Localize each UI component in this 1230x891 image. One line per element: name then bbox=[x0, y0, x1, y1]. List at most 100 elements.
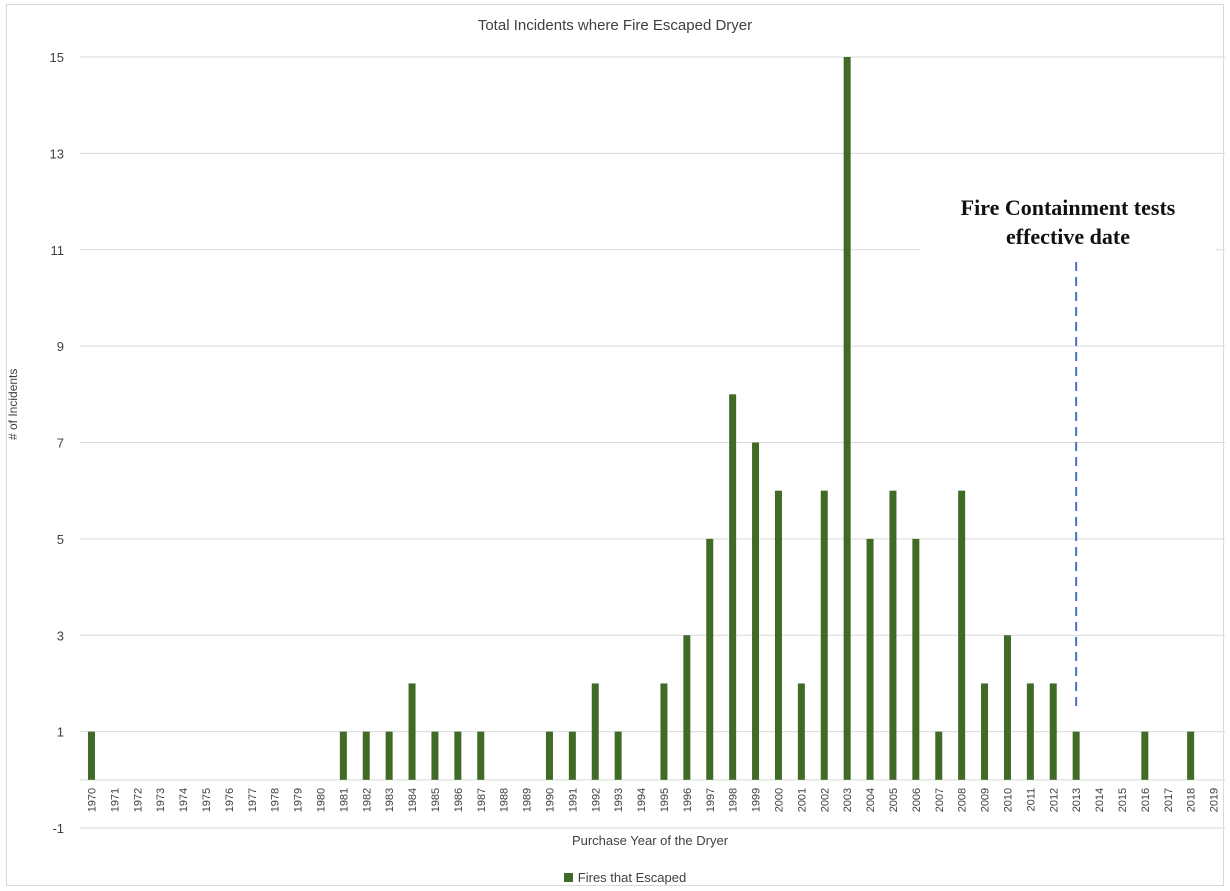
x-tick-label: 2017 bbox=[1163, 788, 1175, 812]
bar bbox=[1072, 731, 1080, 780]
bar bbox=[339, 731, 347, 780]
bar bbox=[568, 731, 576, 780]
bar bbox=[774, 490, 782, 780]
x-tick-label: 2016 bbox=[1140, 788, 1152, 812]
x-tick-label: 1985 bbox=[430, 788, 442, 812]
y-tick-label: 9 bbox=[57, 339, 64, 354]
bar bbox=[1187, 731, 1195, 780]
x-tick-label: 2000 bbox=[773, 788, 785, 812]
bar bbox=[981, 683, 989, 780]
bar bbox=[431, 731, 439, 780]
x-tick-label: 2013 bbox=[1071, 788, 1083, 812]
y-tick-label: 1 bbox=[57, 725, 64, 740]
x-tick-label: 1972 bbox=[132, 788, 144, 812]
y-tick-label: 7 bbox=[57, 436, 64, 451]
x-tick-label: 1999 bbox=[751, 788, 763, 812]
x-tick-label: 1979 bbox=[293, 788, 305, 812]
y-tick-label: -1 bbox=[52, 821, 64, 836]
bar bbox=[843, 57, 851, 780]
bar bbox=[935, 731, 943, 780]
x-tick-label: 2006 bbox=[911, 788, 923, 812]
x-tick-label: 2009 bbox=[980, 788, 992, 812]
bar bbox=[545, 731, 553, 780]
x-tick-label: 2010 bbox=[1002, 788, 1014, 812]
annotation-line-2: effective date bbox=[1006, 224, 1130, 249]
bar bbox=[614, 731, 622, 780]
bar bbox=[706, 538, 714, 780]
x-tick-label: 2001 bbox=[796, 788, 808, 812]
x-tick-label: 1971 bbox=[109, 788, 121, 812]
bar bbox=[591, 683, 599, 780]
bar bbox=[454, 731, 462, 780]
bar bbox=[660, 683, 668, 780]
bar bbox=[889, 490, 897, 780]
chart-title: Total Incidents where Fire Escaped Dryer bbox=[477, 17, 753, 34]
bar bbox=[362, 731, 370, 780]
bar bbox=[477, 731, 485, 780]
x-tick-label: 1990 bbox=[544, 788, 556, 812]
x-tick-label: 1973 bbox=[155, 788, 167, 812]
bar bbox=[729, 394, 737, 780]
x-tick-label: 1995 bbox=[659, 788, 671, 812]
x-tick-label: 2011 bbox=[1025, 788, 1037, 812]
bar bbox=[1141, 731, 1149, 780]
bar bbox=[1049, 683, 1057, 780]
bar bbox=[958, 490, 966, 780]
x-tick-label: 2004 bbox=[865, 788, 877, 812]
y-tick-label: 11 bbox=[51, 243, 65, 258]
x-tick-label: 2019 bbox=[1209, 788, 1221, 812]
x-tick-label: 1975 bbox=[201, 788, 213, 812]
bar bbox=[797, 683, 805, 780]
x-axis-label: Purchase Year of the Dryer bbox=[571, 833, 729, 848]
x-tick-label: 1992 bbox=[590, 788, 602, 812]
x-tick-label: 1998 bbox=[728, 788, 740, 812]
bar bbox=[87, 731, 95, 780]
x-tick-label: 1984 bbox=[407, 788, 419, 812]
y-tick-label: 13 bbox=[50, 146, 64, 161]
x-tick-label: 2018 bbox=[1186, 788, 1198, 812]
bar bbox=[408, 683, 416, 780]
y-axis-label: # of Incidents bbox=[6, 368, 20, 440]
legend: Fires that Escaped bbox=[0, 870, 1230, 885]
x-tick-label: 2014 bbox=[1094, 788, 1106, 812]
x-tick-label: 1987 bbox=[476, 788, 488, 812]
x-tick-label: 1976 bbox=[224, 788, 236, 812]
bar bbox=[1026, 683, 1034, 780]
x-tick-label: 2012 bbox=[1048, 788, 1060, 812]
bar bbox=[820, 490, 828, 780]
y-tick-label: 15 bbox=[50, 50, 64, 65]
x-tick-label: 1991 bbox=[567, 788, 579, 812]
x-tick-label: 2005 bbox=[888, 788, 900, 812]
annotation-line-1: Fire Containment tests bbox=[960, 195, 1176, 220]
x-tick-label: 1983 bbox=[384, 788, 396, 812]
x-tick-label: 1993 bbox=[613, 788, 625, 812]
x-tick-label: 2008 bbox=[957, 788, 969, 812]
bar bbox=[912, 538, 920, 780]
x-tick-label: 1978 bbox=[270, 788, 282, 812]
x-tick-label: 1981 bbox=[338, 788, 350, 812]
legend-label: Fires that Escaped bbox=[577, 870, 687, 885]
bar bbox=[1003, 635, 1011, 780]
x-tick-label: 2015 bbox=[1117, 788, 1129, 812]
bar bbox=[385, 731, 393, 780]
x-tick-label: 2003 bbox=[842, 788, 854, 812]
x-tick-label: 1994 bbox=[636, 788, 648, 812]
x-tick-label: 2007 bbox=[934, 788, 946, 812]
x-tick-label: 1980 bbox=[315, 788, 327, 812]
bar bbox=[683, 635, 691, 780]
x-tick-label: 1977 bbox=[247, 788, 259, 812]
x-tick-label: 1970 bbox=[86, 788, 98, 812]
x-tick-label: 1988 bbox=[499, 788, 511, 812]
x-tick-label: 1982 bbox=[361, 788, 373, 812]
bar bbox=[866, 538, 874, 780]
x-tick-label: 1989 bbox=[522, 788, 534, 812]
annotation-text: Fire Containment tests effective date bbox=[920, 193, 1216, 251]
x-tick-label: 1997 bbox=[705, 788, 717, 812]
y-tick-label: 5 bbox=[57, 532, 64, 547]
x-tick-label: 2002 bbox=[819, 788, 831, 812]
legend-swatch bbox=[563, 873, 573, 882]
x-tick-label: 1986 bbox=[453, 788, 465, 812]
bar bbox=[752, 442, 760, 780]
x-tick-label: 1974 bbox=[178, 788, 190, 812]
